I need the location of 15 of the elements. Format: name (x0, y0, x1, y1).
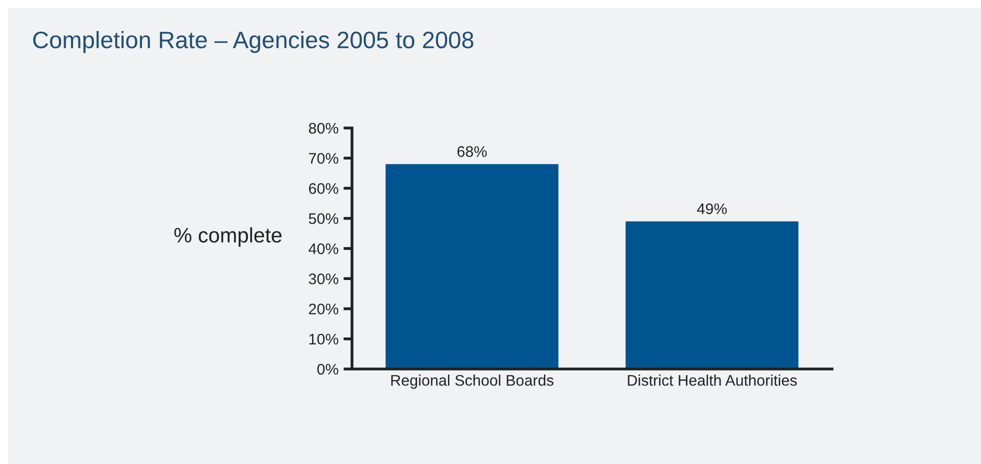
y-tick-label: 80% (308, 122, 338, 134)
y-tick-label: 40% (308, 243, 338, 254)
y-tick-label: 60% (309, 183, 338, 194)
y-tick-label: 70% (309, 152, 338, 164)
y-tick-label: 50% (308, 213, 338, 224)
y-axis-title: % complete (174, 227, 282, 247)
x-tick-label: Regional School Boards (391, 374, 554, 389)
y-tick-label: 30% (308, 273, 338, 284)
y-tick-label: 10% (309, 334, 338, 345)
y-tick-label: 0% (317, 364, 338, 375)
data-label: 68% (457, 146, 487, 157)
data-label: 49% (697, 203, 727, 214)
x-tick-label: District Health Authorities (628, 374, 797, 386)
y-tick-label: 20% (308, 304, 338, 314)
chart-title: Completion Rate – Agencies 2005 to 2008 (33, 30, 474, 54)
